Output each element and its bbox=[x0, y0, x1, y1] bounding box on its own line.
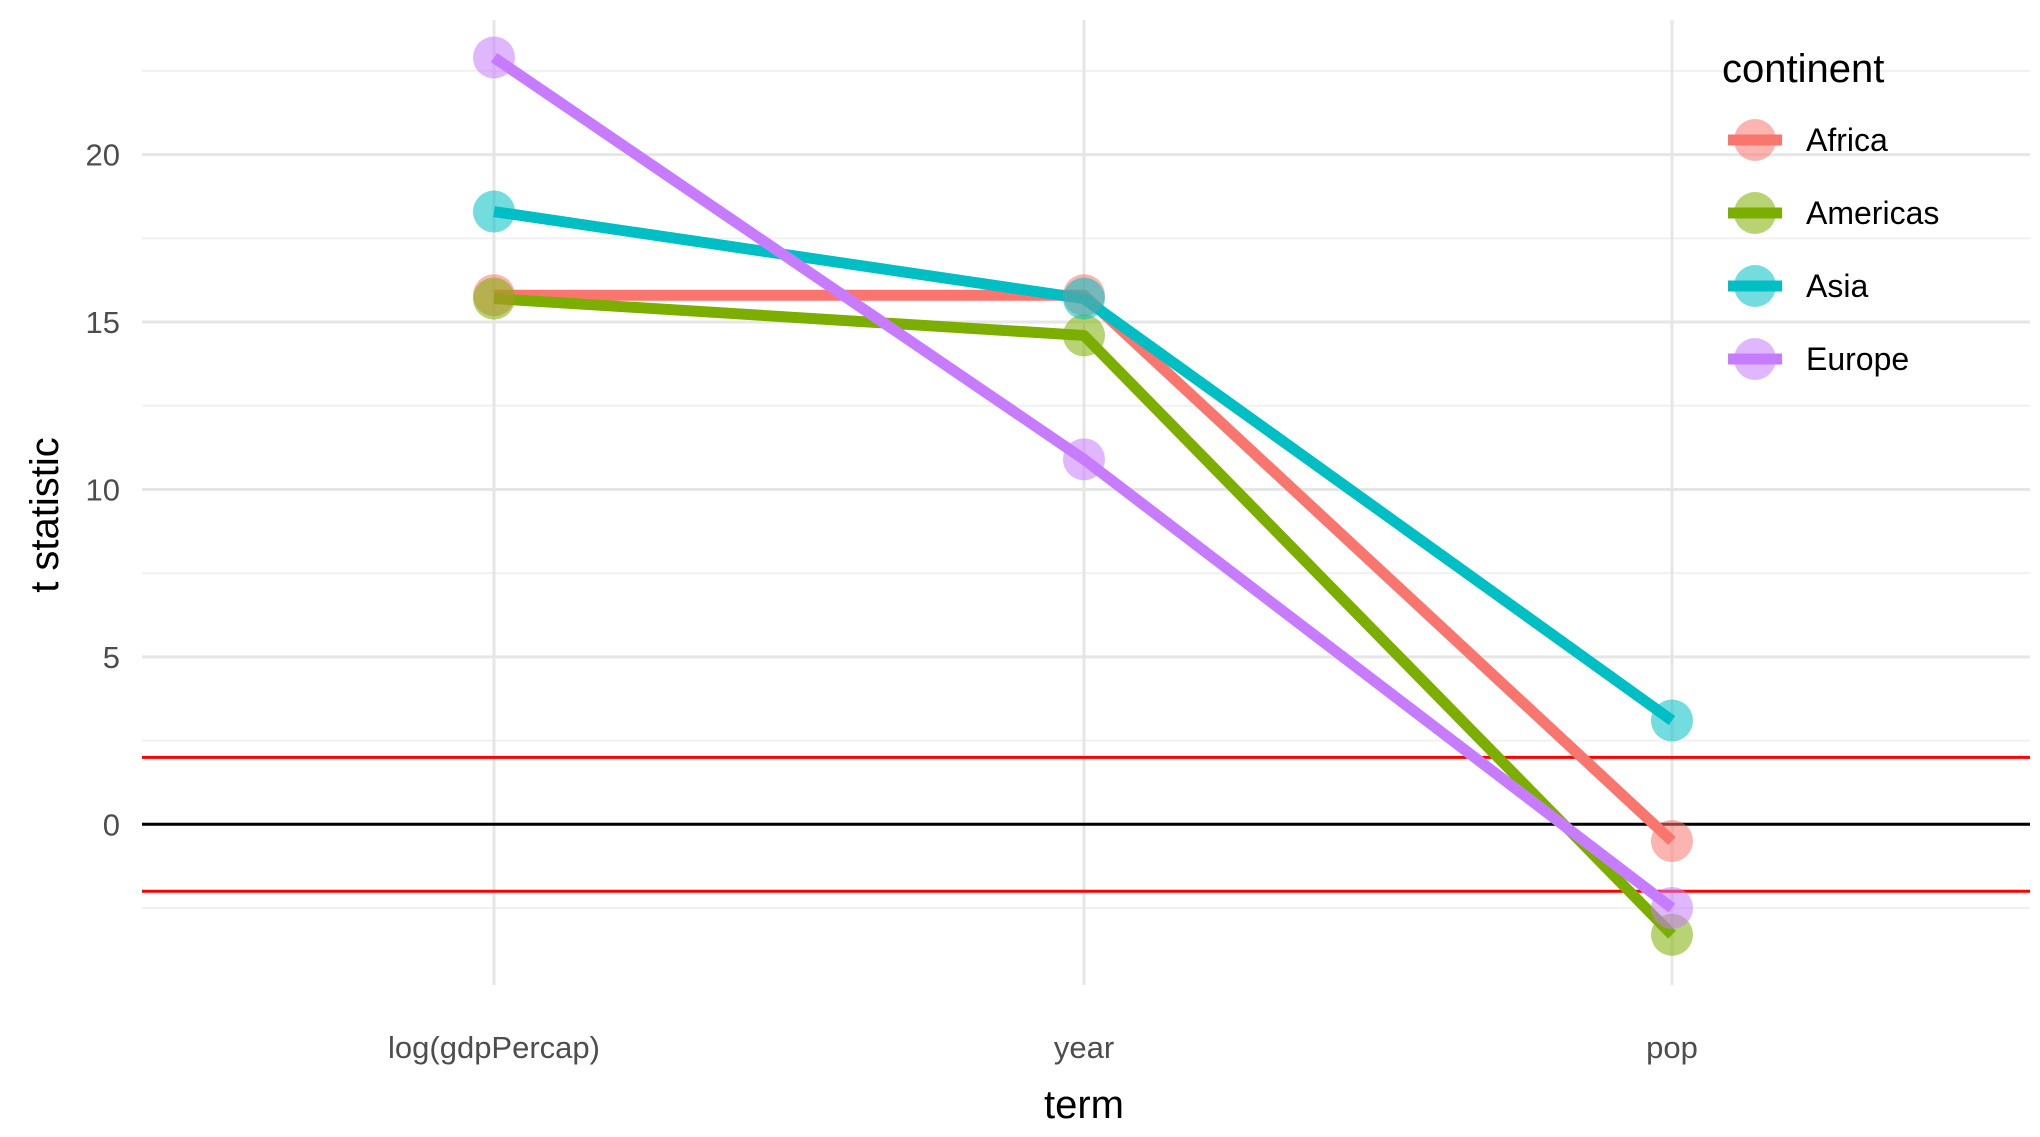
y-axis-title: t statistic bbox=[23, 437, 67, 593]
data-point-americas bbox=[1063, 314, 1105, 357]
legend: continent Africa Americas Asia Europe bbox=[1722, 47, 1939, 380]
x-axis-title: term bbox=[1044, 1083, 1124, 1127]
y-tick-label: 0 bbox=[103, 807, 120, 842]
legend-key-point bbox=[1734, 338, 1776, 380]
legend-item-americas: Americas bbox=[1728, 192, 1939, 234]
x-tick-label: pop bbox=[1646, 1030, 1698, 1065]
legend-label: Europe bbox=[1806, 341, 1909, 377]
y-tick-label: 15 bbox=[86, 305, 120, 340]
data-point-asia bbox=[473, 190, 515, 233]
data-point-americas bbox=[473, 277, 515, 320]
data-point-africa bbox=[1651, 820, 1693, 863]
legend-key-point bbox=[1734, 119, 1776, 161]
y-tick-label: 10 bbox=[86, 472, 120, 507]
y-axis-ticks: 0 5 10 15 20 bbox=[86, 138, 120, 843]
x-tick-label: log(gdpPercap) bbox=[388, 1030, 600, 1065]
data-point-europe bbox=[1651, 886, 1693, 929]
data-points bbox=[473, 36, 1693, 956]
legend-label: Africa bbox=[1806, 122, 1888, 158]
legend-item-europe: Europe bbox=[1728, 338, 1909, 380]
x-tick-label: year bbox=[1054, 1030, 1114, 1065]
grid bbox=[142, 20, 2030, 985]
y-tick-label: 5 bbox=[103, 640, 120, 675]
y-tick-label: 20 bbox=[86, 138, 120, 173]
legend-label: Americas bbox=[1806, 195, 1939, 231]
data-point-europe bbox=[473, 36, 515, 79]
data-point-europe bbox=[1063, 438, 1105, 481]
legend-key-point bbox=[1734, 265, 1776, 307]
legend-items: Africa Americas Asia Europe bbox=[1728, 119, 1939, 380]
reference-lines bbox=[142, 755, 2030, 893]
legend-item-asia: Asia bbox=[1728, 265, 1868, 307]
legend-key-point bbox=[1734, 192, 1776, 234]
legend-item-africa: Africa bbox=[1728, 119, 1888, 161]
x-axis-ticks: log(gdpPercap) year pop bbox=[388, 1030, 1698, 1065]
legend-label: Asia bbox=[1806, 268, 1868, 304]
data-point-asia bbox=[1651, 699, 1693, 742]
data-point-asia bbox=[1063, 277, 1105, 320]
legend-title: continent bbox=[1722, 47, 1884, 91]
